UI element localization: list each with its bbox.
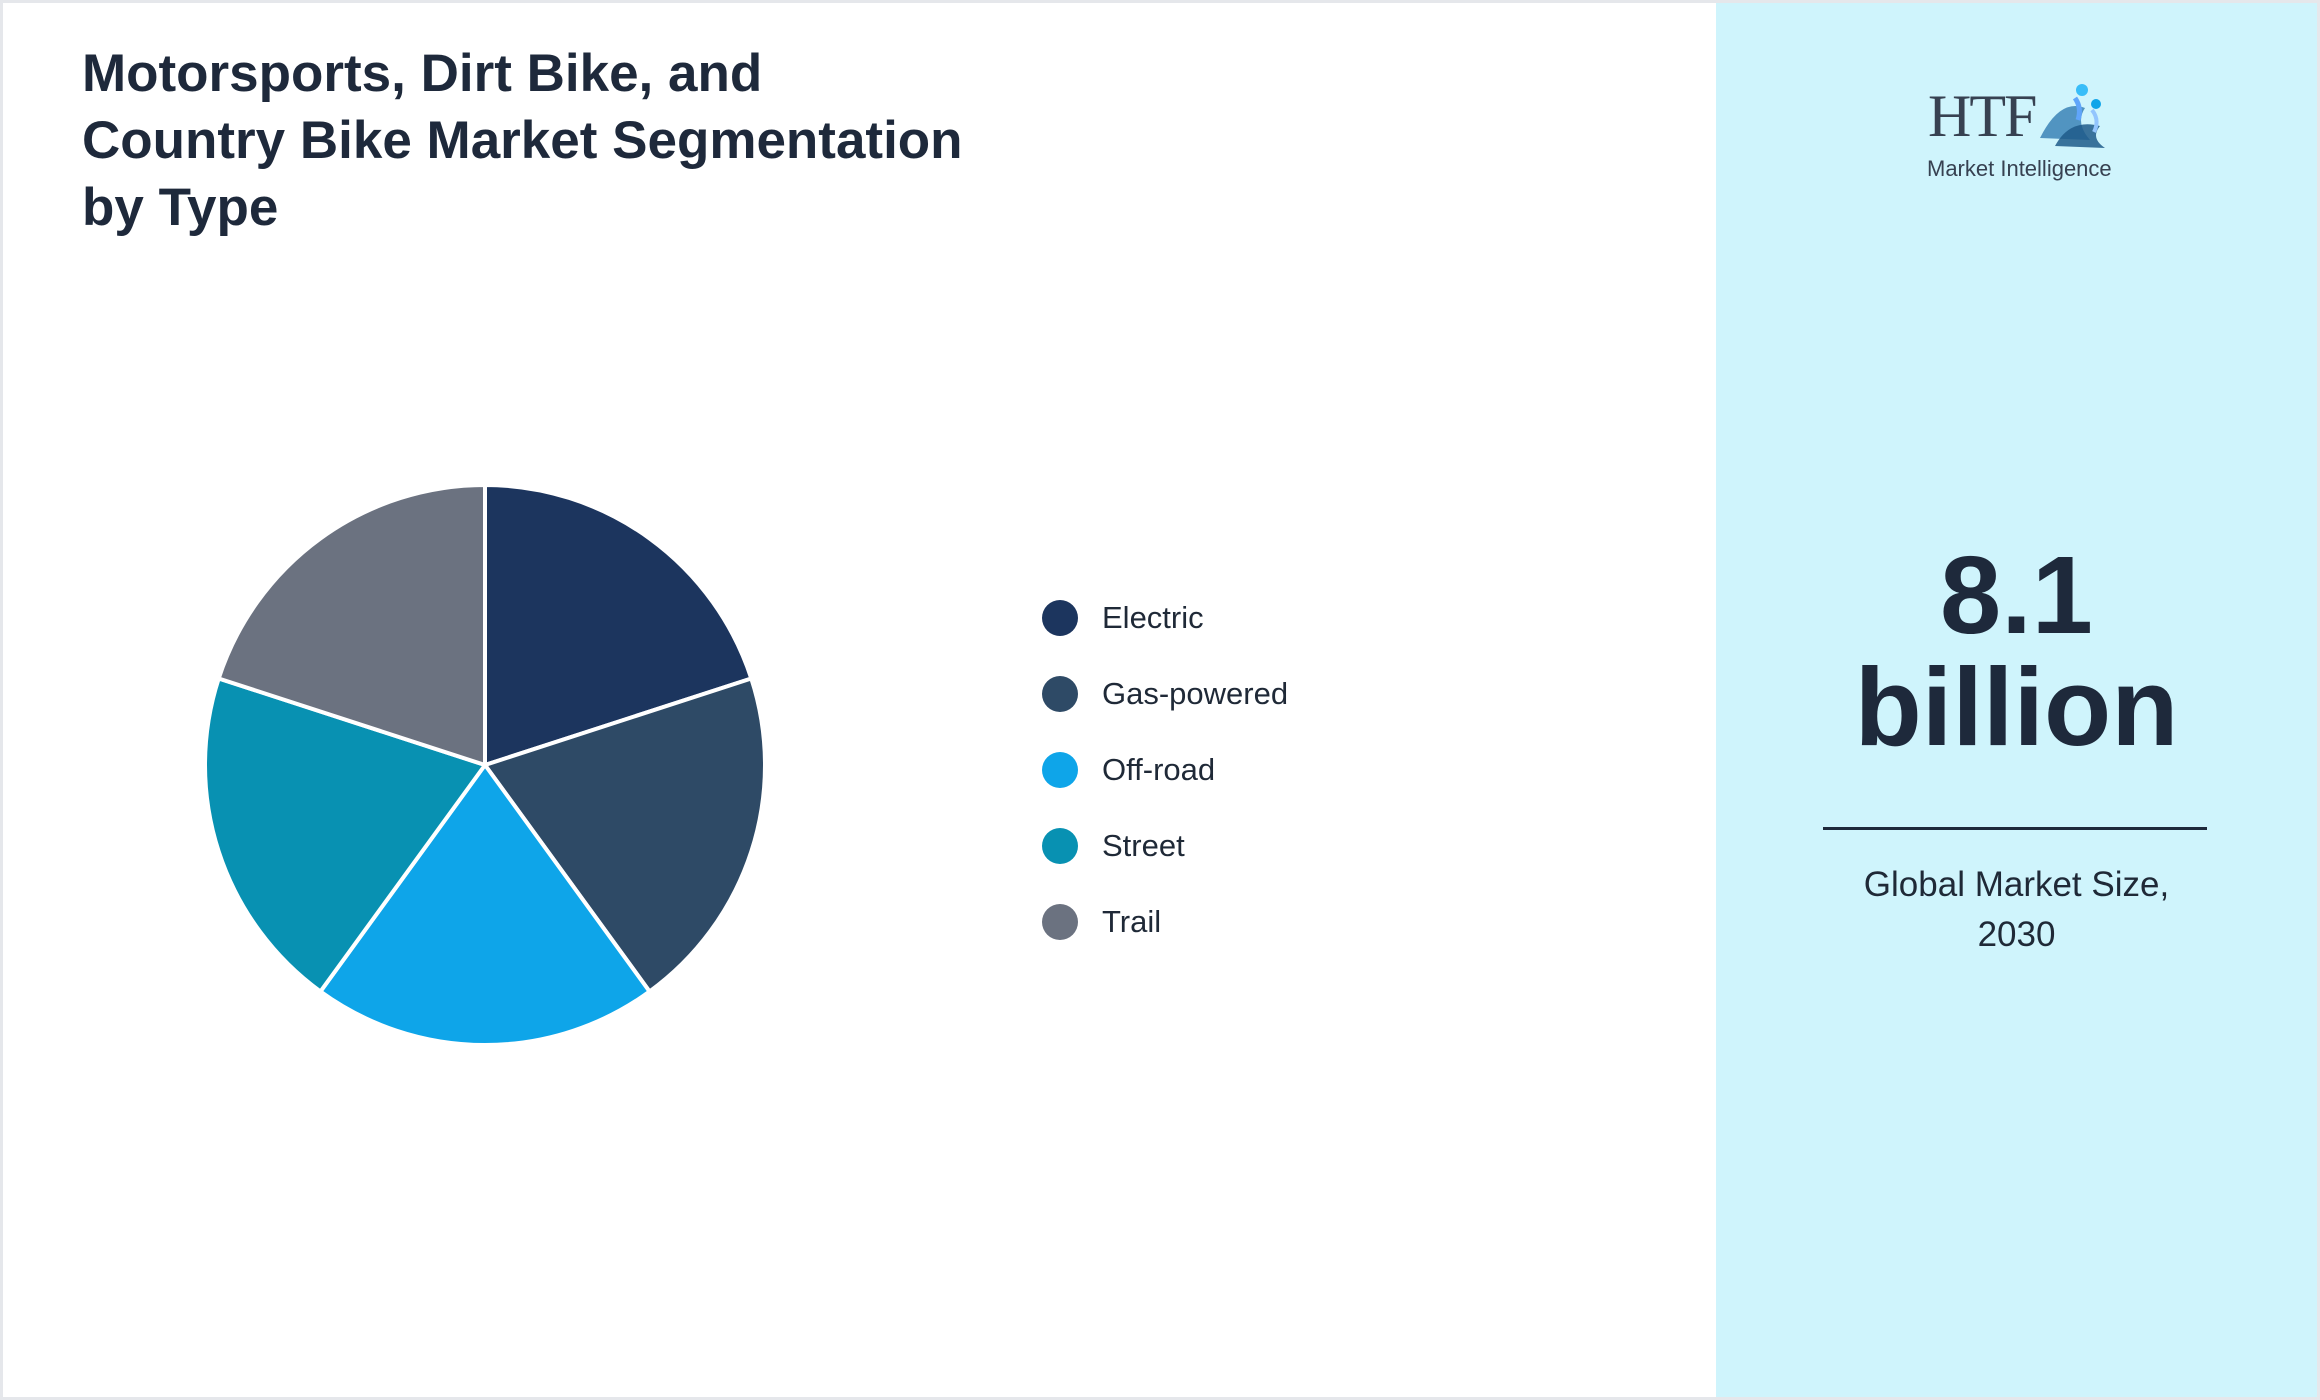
logo-figures-icon — [2040, 84, 2105, 148]
legend-swatch — [1042, 752, 1078, 788]
pie-slice-electric — [483, 483, 754, 767]
market-size-value: 8.1 billion — [1854, 534, 2179, 769]
legend-item: Electric — [1042, 580, 1442, 656]
pie-slices — [203, 483, 767, 1047]
legend-label: Electric — [1102, 600, 1204, 635]
chart-title: Motorsports, Dirt Bike, and Country Bike… — [82, 44, 963, 237]
legend-item: Gas-powered — [1042, 656, 1442, 732]
legend-swatch — [1042, 600, 1078, 636]
logo-brand-text: HTF — [1928, 83, 2037, 149]
metric-divider — [1823, 827, 2207, 830]
pie-slice-off-road — [318, 763, 652, 1047]
legend-item: Trail — [1042, 884, 1442, 960]
legend-label: Trail — [1102, 904, 1162, 939]
legend-item: Street — [1042, 808, 1442, 884]
legend-item: Off-road — [1042, 732, 1442, 808]
pie-slice-gas-powered — [483, 676, 767, 994]
pie-slice-trail — [216, 483, 487, 767]
chart-legend: Electric Gas-powered Off-road Street Trail — [1042, 580, 1442, 960]
logo-tagline: Market Intelligence — [1927, 156, 2112, 181]
legend-label: Gas-powered — [1102, 676, 1289, 711]
pie-slice-street — [203, 676, 487, 994]
htf-logo: HTF Market Intelligence — [1920, 78, 2112, 188]
legend-swatch — [1042, 828, 1078, 864]
legend-label: Street — [1102, 828, 1185, 863]
summary-panel — [1716, 3, 2317, 1397]
legend-label: Off-road — [1102, 752, 1216, 787]
legend-swatch — [1042, 904, 1078, 940]
legend-swatch — [1042, 676, 1078, 712]
market-size-caption: Global Market Size, 2030 — [1863, 865, 2170, 954]
pie-chart — [203, 483, 767, 1047]
